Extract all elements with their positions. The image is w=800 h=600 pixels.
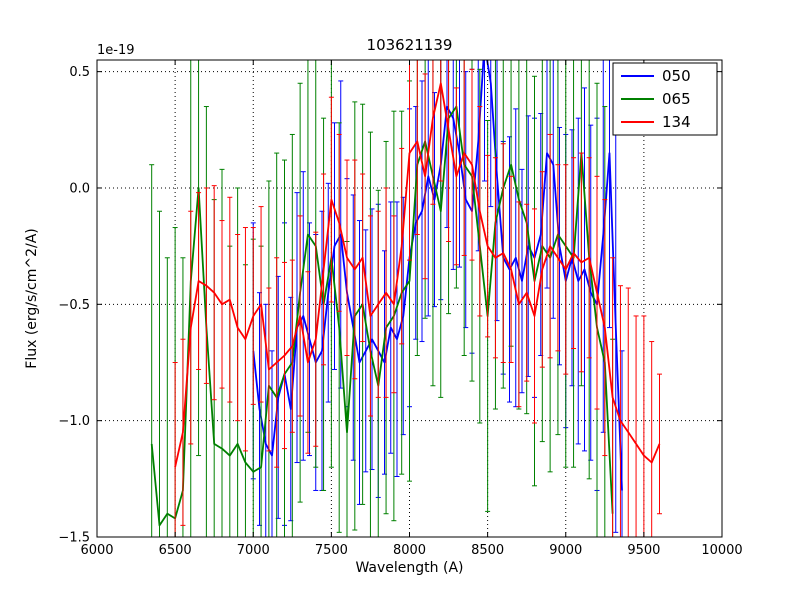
x-tick-label: 9000: [549, 543, 582, 558]
y-axis-offset-label: 1e-19: [97, 43, 135, 58]
y-tick-label: −1.5: [58, 531, 90, 546]
y-tick-label: −1.0: [58, 414, 90, 429]
y-axis-label: Flux (erg/s/cm^2/A): [24, 228, 40, 368]
y-tick-label: 0.0: [69, 181, 90, 196]
x-tick-label: 9500: [627, 543, 660, 558]
y-tick-label: −0.5: [58, 298, 90, 313]
x-tick-label: 8500: [471, 543, 504, 558]
series-line-050: [252, 60, 623, 491]
series-line-134: [174, 82, 661, 468]
x-axis-label: Wavelength (A): [355, 560, 463, 576]
x-tick-label: 8000: [393, 543, 426, 558]
legend: 050 065 134: [612, 62, 718, 136]
x-tick-label: 6500: [159, 543, 192, 558]
legend-label-050: 050: [662, 67, 691, 85]
series-line-065: [150, 105, 614, 527]
y-tick-label: 0.5: [69, 65, 90, 80]
legend-label-134: 134: [662, 113, 691, 131]
tick-marks: [96, 60, 723, 538]
x-tick-label: 7000: [237, 543, 270, 558]
x-tick-label: 10000: [701, 543, 742, 558]
chart-title: 103621139: [367, 36, 453, 54]
x-tick-label: 7500: [315, 543, 348, 558]
x-tick-label: 6000: [80, 543, 113, 558]
legend-label-065: 065: [662, 90, 691, 108]
